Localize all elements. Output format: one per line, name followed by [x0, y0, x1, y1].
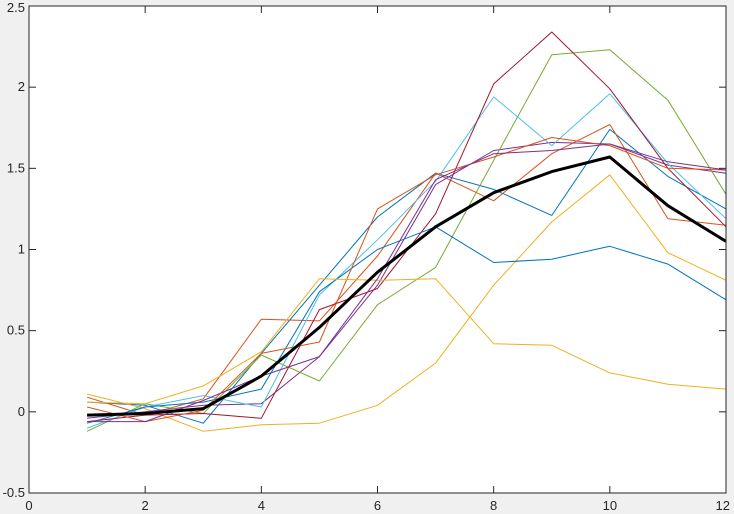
series-line-10	[87, 278, 727, 405]
y-tick-label: 2.5	[7, 0, 25, 15]
series-line-6	[86, 93, 727, 429]
x-tick-label: 8	[490, 498, 497, 513]
x-tick-label: 0	[25, 498, 32, 513]
x-tick-label: 12	[716, 498, 730, 513]
y-tick-label: 0.5	[7, 323, 25, 338]
series-line-9	[86, 137, 727, 423]
series-layer	[86, 31, 727, 432]
y-tick-label: 1.5	[7, 160, 25, 175]
mean-series-line	[87, 155, 727, 417]
series-line-11	[87, 143, 727, 423]
series-line-3	[86, 174, 727, 432]
y-tick-label: 2	[18, 79, 25, 94]
tick-layer	[28, 5, 727, 494]
y-tick-label: 0	[18, 404, 25, 419]
y-tick-labels: -0.5 0 0.5 1 1.5 2 2.5	[3, 0, 25, 500]
series-line-4	[87, 141, 727, 419]
x-tick-labels: 0 2 4 6 8 10 12	[25, 498, 730, 513]
x-tick-label: 2	[142, 498, 149, 513]
y-tick-label: 1	[18, 242, 25, 257]
x-tick-label: 6	[374, 498, 381, 513]
series-line-1	[87, 128, 727, 424]
series-line-2	[86, 124, 727, 416]
y-tick-label: -0.5	[3, 485, 25, 500]
series-line-8	[86, 226, 727, 424]
x-tick-label: 10	[603, 498, 617, 513]
x-tick-label: 4	[258, 498, 265, 513]
